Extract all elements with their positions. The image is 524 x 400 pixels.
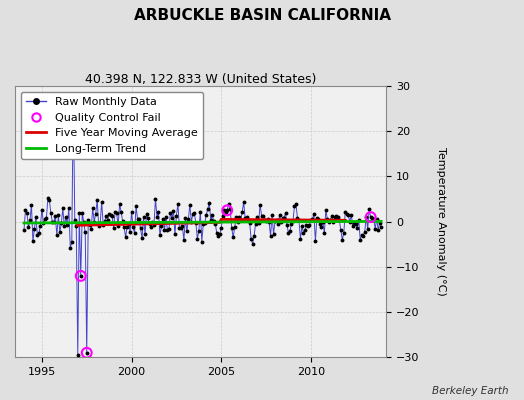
Text: ARBUCKLE BASIN CALIFORNIA: ARBUCKLE BASIN CALIFORNIA xyxy=(134,8,390,23)
Legend: Raw Monthly Data, Quality Control Fail, Five Year Moving Average, Long-Term Tren: Raw Monthly Data, Quality Control Fail, … xyxy=(20,92,203,159)
Title: 40.398 N, 122.833 W (United States): 40.398 N, 122.833 W (United States) xyxy=(85,73,316,86)
Point xyxy=(77,273,85,279)
Point xyxy=(83,350,91,356)
Point xyxy=(223,207,232,214)
Point xyxy=(366,214,375,220)
Y-axis label: Temperature Anomaly (°C): Temperature Anomaly (°C) xyxy=(436,147,446,296)
Text: Berkeley Earth: Berkeley Earth xyxy=(432,386,508,396)
